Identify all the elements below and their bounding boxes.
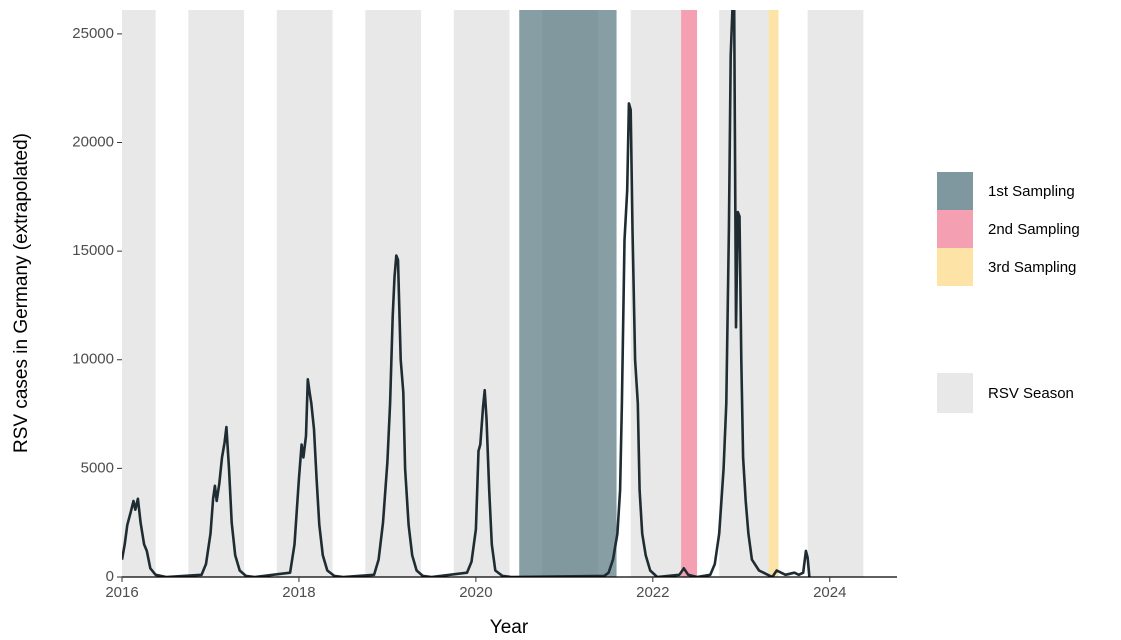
x-tick-label: 2020	[459, 584, 492, 601]
legend-swatch	[937, 172, 973, 210]
sampling-band	[768, 10, 779, 577]
legend-label: 3rd Sampling	[988, 259, 1076, 276]
season-band	[453, 10, 510, 577]
season-band	[276, 10, 333, 577]
x-tick-label: 2016	[105, 584, 138, 601]
legend-label: 1st Sampling	[988, 183, 1075, 200]
axes: 2016 2018 2020 2022 2024 0 5000 10000 15000 20000…	[72, 25, 897, 601]
y-tick-label: 10000	[72, 351, 114, 368]
x-tick-label: 2024	[813, 584, 846, 601]
x-tick-label: 2022	[636, 584, 669, 601]
legend-label: RSV Season	[988, 385, 1074, 402]
legend-swatch	[937, 373, 973, 413]
x-tick-label: 2018	[282, 584, 315, 601]
legend-swatch	[937, 210, 973, 248]
legend-label: 2nd Sampling	[988, 221, 1080, 238]
sampling-band	[519, 10, 617, 577]
x-axis-title: Year	[490, 617, 529, 638]
legend: 1st Sampling 2nd Sampling 3rd Sampling RSV …	[937, 172, 1080, 413]
sampling-band	[681, 10, 698, 577]
y-tick-label: 15000	[72, 242, 114, 259]
season-band	[122, 10, 156, 577]
y-axis-title: RSV cases in Germany (extrapolated)	[11, 133, 32, 453]
y-tick-label: 20000	[72, 133, 114, 150]
y-tick-label: 25000	[72, 25, 114, 42]
line	[122, 10, 811, 577]
plot-area	[122, 10, 864, 577]
legend-swatch	[937, 248, 973, 286]
season-band	[188, 10, 245, 577]
season-band	[807, 10, 864, 577]
y-tick-label: 5000	[81, 459, 114, 476]
y-tick-label: 0	[106, 568, 114, 585]
